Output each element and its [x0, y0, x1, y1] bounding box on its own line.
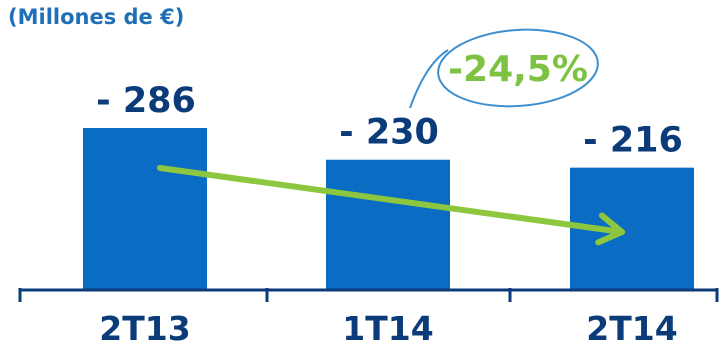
annotation-ellipse	[437, 28, 599, 108]
category-label-1t14: 1T14	[342, 309, 433, 345]
change-annotation: -24,5%	[409, 28, 599, 109]
annotation-callout-tail	[409, 49, 449, 109]
bar-2t13	[83, 128, 207, 290]
value-label-2t13: - 286	[96, 81, 196, 121]
value-labels-layer: - 286 - 230 - 216	[96, 81, 683, 161]
trend-arrow-line	[157, 165, 625, 235]
value-label-1t14: - 230	[339, 113, 439, 153]
x-axis-ticks	[18, 288, 719, 302]
trend-layer	[157, 165, 625, 246]
category-label-2t13: 2T13	[99, 309, 190, 345]
change-percentage-label: -24,5%	[448, 49, 588, 90]
category-label-2t14: 2T14	[586, 309, 677, 345]
bar-1t14	[326, 159, 450, 290]
value-label-2t14: - 216	[583, 121, 683, 161]
bars-layer	[83, 128, 694, 290]
chart-subtitle: (Millones de €)	[8, 5, 184, 29]
category-labels-layer: 2T13 1T14 2T14	[99, 309, 677, 345]
trend-arrow-head	[595, 212, 625, 246]
